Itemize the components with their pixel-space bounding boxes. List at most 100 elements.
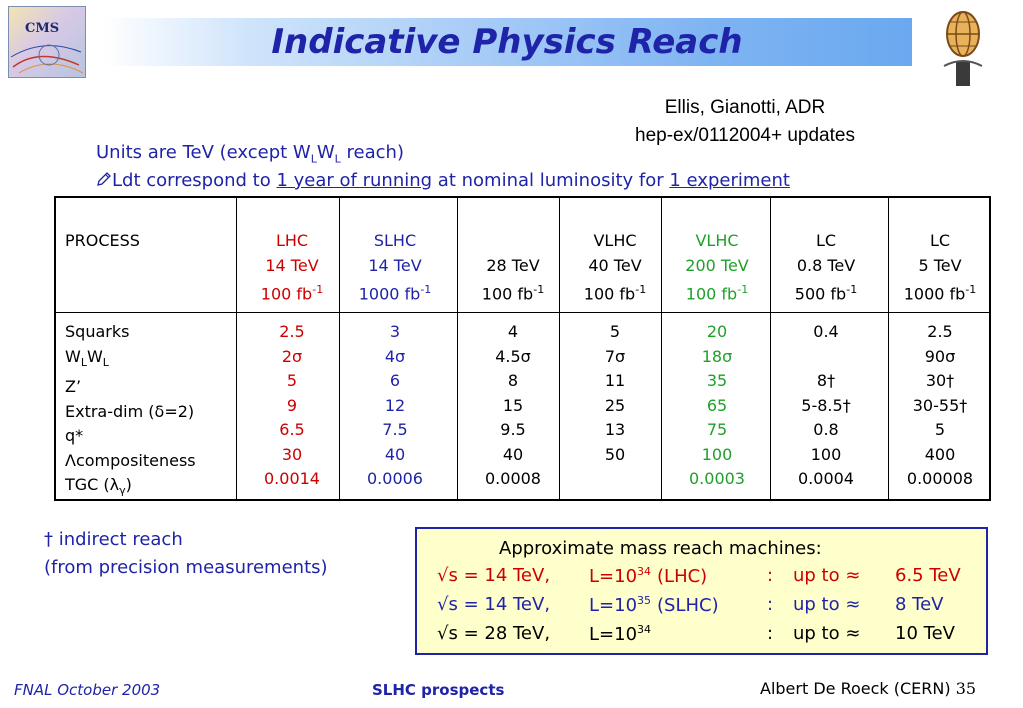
luminosity-text: at nominal luminosity for xyxy=(432,170,670,191)
up-to-label: up to ≈ xyxy=(793,594,861,615)
machine-label: (LHC) xyxy=(657,566,708,587)
process-name: q* xyxy=(65,426,84,446)
column-values: 3 4σ 6 12 7.5 40 0.0006 xyxy=(349,320,441,492)
units-subscript: L xyxy=(310,152,317,166)
luminosity-exponent: -1 xyxy=(312,283,324,296)
separator-colon: : xyxy=(767,565,774,586)
machine-name: VLHC xyxy=(593,231,637,250)
reach-value: 2.5 xyxy=(927,322,953,341)
reach-value: 0.0003 xyxy=(689,469,745,488)
machine-energy: 200 TeV xyxy=(685,255,749,275)
luminosity-exponent: -1 xyxy=(846,283,858,296)
mass-reach-value: 8 TeV xyxy=(895,594,944,615)
luminosity-exponent: 34 xyxy=(637,565,652,578)
process-name: Extra-dim (δ=2) xyxy=(65,401,195,421)
reach-value: 25 xyxy=(604,395,626,415)
mass-reach-box: Approximate mass reach machines: √s = 14… xyxy=(415,527,988,655)
luminosity-base: L=10 xyxy=(589,595,638,616)
reach-value: 5 xyxy=(286,371,298,390)
luminosity-emphasis: 1 experiment xyxy=(669,170,790,191)
footnote: † indirect reach (from precision measure… xyxy=(44,526,328,582)
reach-value: 0.0014 xyxy=(264,469,320,488)
reach-value: 7σ xyxy=(604,346,626,366)
reach-value: 65 xyxy=(706,395,728,415)
footer-topic: SLHC prospects xyxy=(372,681,505,699)
luminosity-base: L=10 xyxy=(589,566,638,587)
column-header: LC 0.8 TeV 500 fb-1 xyxy=(780,229,872,307)
process-name: WLWL xyxy=(65,346,109,369)
atlas-logo xyxy=(936,4,992,90)
machine-label: (SLHC) xyxy=(657,595,719,616)
mass-reach-title: Approximate mass reach machines: xyxy=(499,538,822,559)
reach-value: 400 xyxy=(924,444,956,464)
luminosity-exponent: -1 xyxy=(420,283,432,296)
column-header: LHC 14 TeV 100 fb-1 xyxy=(246,229,338,307)
reach-value: 30-55† xyxy=(912,395,968,415)
luminosity-exponent: -1 xyxy=(965,283,977,296)
reach-value: 8† xyxy=(816,371,836,390)
table-divider xyxy=(559,198,560,499)
separator-colon: : xyxy=(767,594,774,615)
up-to-label: up to ≈ xyxy=(793,623,861,644)
reach-value: 90σ xyxy=(924,346,956,366)
units-text: W xyxy=(316,142,335,163)
reach-value: 30 xyxy=(281,444,303,464)
luminosity-value: 1000 fb xyxy=(358,284,421,304)
machine-luminosity: 100 fb-1 xyxy=(671,278,763,307)
luminosity-value: 100 fb xyxy=(481,284,534,304)
column-header: 28 TeV 100 fb-1 xyxy=(467,229,559,307)
mass-reach-value: 6.5 TeV xyxy=(895,565,961,586)
reach-value: 75 xyxy=(706,420,728,439)
column-header: SLHC 14 TeV 1000 fb-1 xyxy=(349,229,441,307)
reach-value: 0.0006 xyxy=(367,469,423,488)
luminosity-exponent: 35 xyxy=(637,594,652,607)
machine-luminosity: 1000 fb-1 xyxy=(349,278,441,307)
luminosity-value: 100 fb xyxy=(583,284,636,304)
machine-luminosity: 1000 fb-1 xyxy=(894,278,986,307)
title-banner xyxy=(102,18,912,66)
reach-value: 15 xyxy=(502,395,524,415)
reach-value: 2σ xyxy=(281,346,303,366)
reach-value: 9.5 xyxy=(500,420,526,439)
machine-energy: 28 TeV xyxy=(486,255,540,275)
table-divider xyxy=(661,198,662,499)
luminosity-exponent: -1 xyxy=(737,283,749,296)
reach-value: 100 xyxy=(810,444,842,464)
machine-energy: 40 TeV xyxy=(588,255,642,275)
process-name: TGC (λγ) xyxy=(65,475,132,498)
units-note: Units are TeV (except WLWL reach) xyxy=(96,142,404,166)
column-header: LC 5 TeV 1000 fb-1 xyxy=(894,229,986,307)
reach-value: 20 xyxy=(706,322,728,341)
luminosity-value: 100 fb xyxy=(685,284,738,304)
reach-value: 40 xyxy=(502,444,524,464)
mass-reach-value: 10 TeV xyxy=(895,623,955,644)
reach-value: 13 xyxy=(604,420,626,439)
machine-energy: 0.8 TeV xyxy=(796,255,856,275)
table-divider xyxy=(770,198,771,499)
table-divider xyxy=(888,198,889,499)
reach-value: 5 xyxy=(609,322,621,341)
reach-value: 2.5 xyxy=(279,322,305,341)
reach-value: 0.0008 xyxy=(485,469,541,488)
reach-value: 40 xyxy=(384,444,406,464)
reach-value: 5 xyxy=(934,420,946,439)
reach-value: 0.8 xyxy=(813,420,839,439)
reach-value: 4σ xyxy=(384,346,406,366)
process-name: Λcompositeness xyxy=(65,450,196,470)
reach-value xyxy=(569,467,661,492)
reach-value: 0.0004 xyxy=(798,469,854,488)
column-values: 20 18σ 35 65 75 100 0.0003 xyxy=(671,320,763,492)
machine-name: VLHC xyxy=(695,231,739,250)
table-divider xyxy=(236,198,237,499)
units-subscript: L xyxy=(334,152,341,166)
process-name: Squarks xyxy=(65,322,130,341)
luminosity-exponent: -1 xyxy=(533,283,545,296)
sqrt-s-energy: √s = 28 TeV, xyxy=(437,623,551,644)
table-divider xyxy=(457,198,458,499)
reach-value: 12 xyxy=(384,395,406,415)
citation-reference: hep-ex/0112004+ updates xyxy=(635,125,855,146)
reach-value: 11 xyxy=(604,371,626,390)
reach-value: 4 xyxy=(507,322,519,341)
column-values: 2.5 90σ 30† 30-55† 5 400 0.00008 xyxy=(894,320,986,492)
luminosity-note: Ldt correspond to 1 year of running at n… xyxy=(96,170,790,191)
